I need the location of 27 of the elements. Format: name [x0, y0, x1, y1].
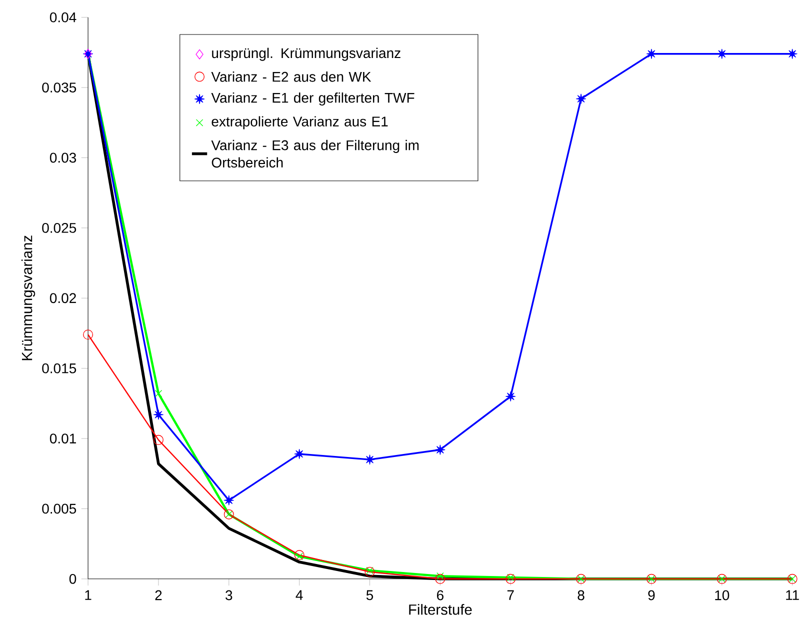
y-tick-label: 0.005 — [42, 504, 76, 514]
legend-label: Varianz - E2 aus den WK — [211, 72, 372, 82]
x-tick-label: 7 — [507, 590, 514, 600]
y-tick-label: 0.01 — [50, 434, 76, 444]
x-tick-label: 10 — [715, 590, 730, 600]
y-tick-label: 0.025 — [42, 223, 76, 233]
x-tick-label: 6 — [437, 590, 444, 600]
legend-label: ursprüngl. Krümmungsvarianz — [212, 48, 400, 61]
y-tick-label: 0 — [69, 574, 76, 584]
x-tick-label: 5 — [366, 590, 374, 600]
x-tick-label: 8 — [578, 590, 584, 600]
x-tick-label: 2 — [155, 590, 162, 600]
legend-label: Varianz - E3 aus der Filterung im Ortsbereich — [211, 140, 419, 168]
legend-label: extrapolierte Varianz aus E1 — [212, 116, 388, 130]
legend-label: Varianz - E1 der gefilterten TWF — [211, 92, 414, 106]
y-tick-label: 0.02 — [50, 293, 76, 304]
y-axis-title: Krümmungsvarianz — [21, 236, 36, 360]
x-tick-label: 3 — [226, 590, 232, 600]
y-tick-label: 0.035 — [42, 82, 76, 93]
x-tick-label: 1 — [85, 590, 92, 600]
y-tick-label: 0.04 — [50, 12, 76, 22]
x-tick-label: 4 — [296, 590, 303, 600]
x-tick-label: 9 — [648, 590, 655, 600]
y-tick-label: 0.015 — [42, 363, 76, 374]
x-axis-title: Filterstufe — [409, 604, 472, 615]
y-tick-label: 0.03 — [50, 152, 76, 163]
x-tick-label: 11 — [786, 590, 799, 600]
